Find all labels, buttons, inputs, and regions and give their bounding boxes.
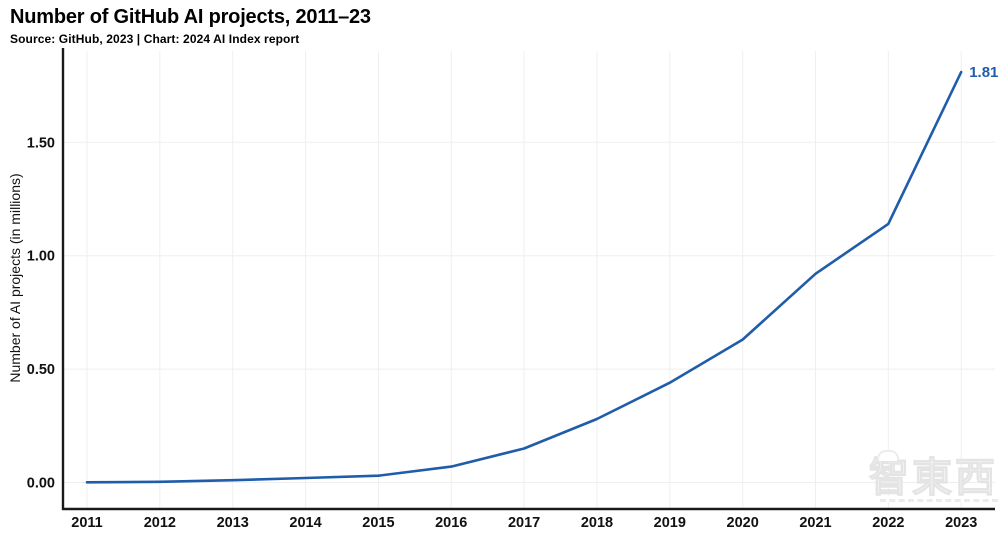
- x-tick-label: 2016: [435, 515, 467, 531]
- data-line: [85, 70, 963, 484]
- x-tick-label: 2018: [581, 515, 613, 531]
- y-tick-label: 0.50: [27, 362, 55, 378]
- x-tick-label: 2019: [654, 515, 686, 531]
- x-tick-label: 2023: [945, 515, 977, 531]
- chart-subtitle: Source: GitHub, 2023 | Chart: 2024 AI In…: [10, 32, 300, 46]
- y-tick-label: 1.00: [27, 249, 55, 265]
- chart-title: Number of GitHub AI projects, 2011–23: [10, 6, 371, 28]
- end-value-label: 1.81: [969, 64, 998, 81]
- axes: [61, 48, 995, 511]
- x-tick-label: 2014: [289, 515, 321, 531]
- data-line-layer: 1.81: [85, 64, 998, 484]
- x-tick-label: 2017: [508, 515, 540, 531]
- x-tick-label: 2021: [799, 515, 831, 531]
- x-tick-label: 2015: [362, 515, 394, 531]
- x-tick-label: 2011: [71, 515, 102, 531]
- x-tick-label: 2022: [872, 515, 904, 531]
- x-tick-label: 2013: [217, 515, 249, 531]
- y-tick-label: 1.50: [27, 135, 55, 151]
- gridlines: [64, 51, 995, 508]
- chart-header: Number of GitHub AI projects, 2011–23 So…: [10, 6, 371, 46]
- x-tick-label: 2012: [144, 515, 176, 531]
- y-axis-title: Number of AI projects (in millions): [7, 173, 23, 382]
- y-tick-label: 0.00: [27, 476, 55, 492]
- x-tick-label: 2020: [727, 515, 759, 531]
- tick-labels: 2011 2012 2013 2014 2015 2016 2017 2018 2019 2020…: [27, 135, 978, 531]
